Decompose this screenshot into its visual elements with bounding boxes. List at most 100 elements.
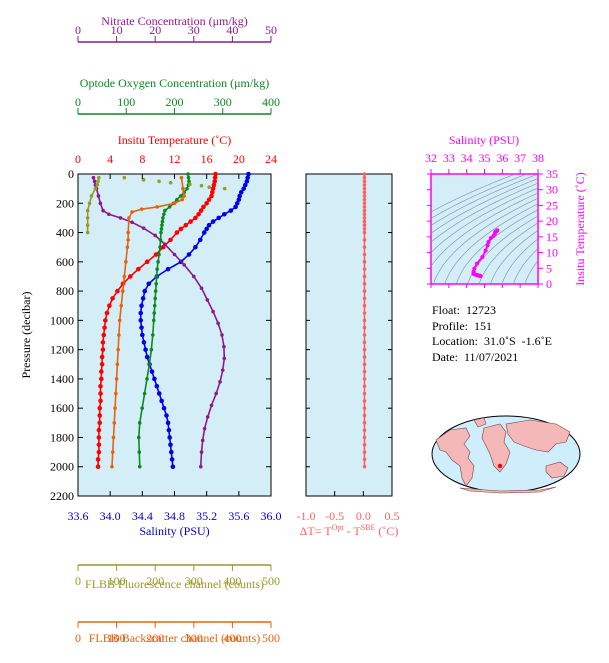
nitrate-tick-label: 30 — [188, 23, 200, 37]
ts-profile-point — [488, 236, 493, 241]
nitrate-point — [182, 262, 186, 267]
delta-t-point — [362, 190, 367, 195]
delta-t-point — [362, 212, 367, 217]
delta-t-point — [362, 355, 367, 359]
nitrate-point — [199, 450, 204, 454]
nitrate-point — [220, 333, 224, 337]
oxygen-point — [160, 223, 164, 228]
fluorescence-point — [97, 175, 101, 180]
oxygen-point — [185, 186, 189, 191]
pressure-tick-label: 800 — [56, 284, 74, 298]
backscatter-point — [115, 362, 120, 367]
oxygen-point — [137, 421, 142, 425]
salinity-point — [186, 252, 192, 257]
ts-isopycnal — [455, 209, 538, 284]
salinity-point — [165, 420, 171, 426]
ts-temperature-tick-label: 10 — [546, 246, 558, 260]
oxygen-point — [150, 333, 155, 337]
temperature-point — [104, 310, 110, 316]
map-continents — [435, 417, 571, 494]
fluorescence-surface-point — [207, 185, 212, 189]
oxygen-point — [167, 205, 172, 209]
delta-t-point — [362, 219, 367, 224]
temperature-point — [174, 230, 180, 235]
ts-profile-point — [485, 243, 490, 248]
delta-t-point — [362, 175, 367, 180]
delta-t-point — [362, 384, 367, 389]
temperature-point — [100, 340, 106, 345]
temperature-series — [95, 171, 218, 470]
backscatter-point — [116, 347, 120, 352]
fluorescence-point — [85, 223, 90, 228]
salinity-point — [142, 288, 148, 294]
salinity-point — [244, 179, 250, 184]
salinity-point — [197, 237, 203, 243]
nitrate-point — [153, 233, 157, 238]
temperature-point — [98, 391, 103, 396]
delta-t-point — [362, 230, 367, 235]
fluorescence-tick-label: 100 — [108, 574, 126, 588]
fluorescence-point — [85, 208, 90, 213]
fluorescence-tick-label: 0 — [75, 574, 81, 588]
nitrate-point — [214, 391, 218, 396]
temperature-point — [95, 457, 101, 462]
delta-t-point — [362, 252, 367, 257]
ts-isopycnal — [501, 238, 538, 284]
oxygen-point — [159, 227, 164, 231]
temperature-point — [213, 171, 218, 177]
backscatter-tick-label: 400 — [223, 631, 241, 645]
oxygen-series — [136, 172, 191, 469]
ts-temperature-tick-label: 15 — [546, 230, 558, 244]
salinity-point — [237, 193, 242, 199]
oxygen-point — [160, 219, 165, 224]
temperature-point — [96, 427, 102, 433]
delta-t-point — [362, 227, 367, 231]
pressure-tick-label: 400 — [56, 226, 74, 240]
salinity-point — [168, 449, 174, 455]
oxygen-point — [163, 208, 167, 213]
temperature-tick-label: 16 — [201, 152, 213, 166]
temperature-point — [99, 361, 105, 367]
ts-temperature-label: Insitu Temperature (˚C) — [573, 172, 587, 286]
temperature-point — [96, 442, 102, 448]
nitrate-series — [91, 175, 227, 469]
temperature-point — [168, 237, 173, 243]
nitrate-point — [92, 179, 97, 184]
salinity-point — [222, 211, 227, 217]
temperature-point — [206, 197, 212, 202]
delta-t-tick-label: 0.5 — [385, 509, 400, 523]
backscatter-point — [117, 318, 122, 323]
ts-isopycnal — [431, 182, 538, 243]
oxygen-point — [156, 260, 160, 264]
nitrate-point — [222, 356, 227, 361]
delta-t-point — [362, 369, 367, 374]
pressure-tick-label: 1000 — [50, 313, 74, 327]
delta-t-point — [362, 333, 367, 337]
ts-density-contours — [431, 174, 538, 284]
backscatter-point — [179, 175, 184, 180]
delta-t-point — [362, 260, 367, 264]
nitrate-axis-label: Nitrate Concentration (μm/kg) — [101, 14, 247, 28]
main-profile-panel: 0200400600800100012001400160018002000220… — [19, 14, 282, 645]
oxygen-point — [186, 175, 191, 180]
salinity-point — [228, 208, 234, 213]
oxygen-point — [147, 362, 152, 367]
oxygen-tick-label: 0 — [75, 95, 81, 109]
oxygen-point — [149, 347, 154, 352]
pressure-tick-label: 200 — [56, 196, 74, 210]
salinity-tick-label: 36.0 — [261, 509, 282, 523]
nitrate-point — [211, 309, 215, 314]
fluorescence-point — [85, 230, 90, 235]
temperature-point — [153, 252, 159, 257]
ts-temperature-tick-label: 0 — [546, 277, 552, 291]
backscatter-point — [113, 406, 117, 410]
pressure-tick-label: 2000 — [50, 460, 74, 474]
backscatter-point — [122, 274, 127, 279]
salinity-point — [165, 266, 171, 272]
fluorescence-line — [86, 177, 100, 233]
temperature-point — [212, 179, 218, 184]
float-location-marker — [497, 463, 503, 469]
nitrate-point — [216, 321, 220, 326]
